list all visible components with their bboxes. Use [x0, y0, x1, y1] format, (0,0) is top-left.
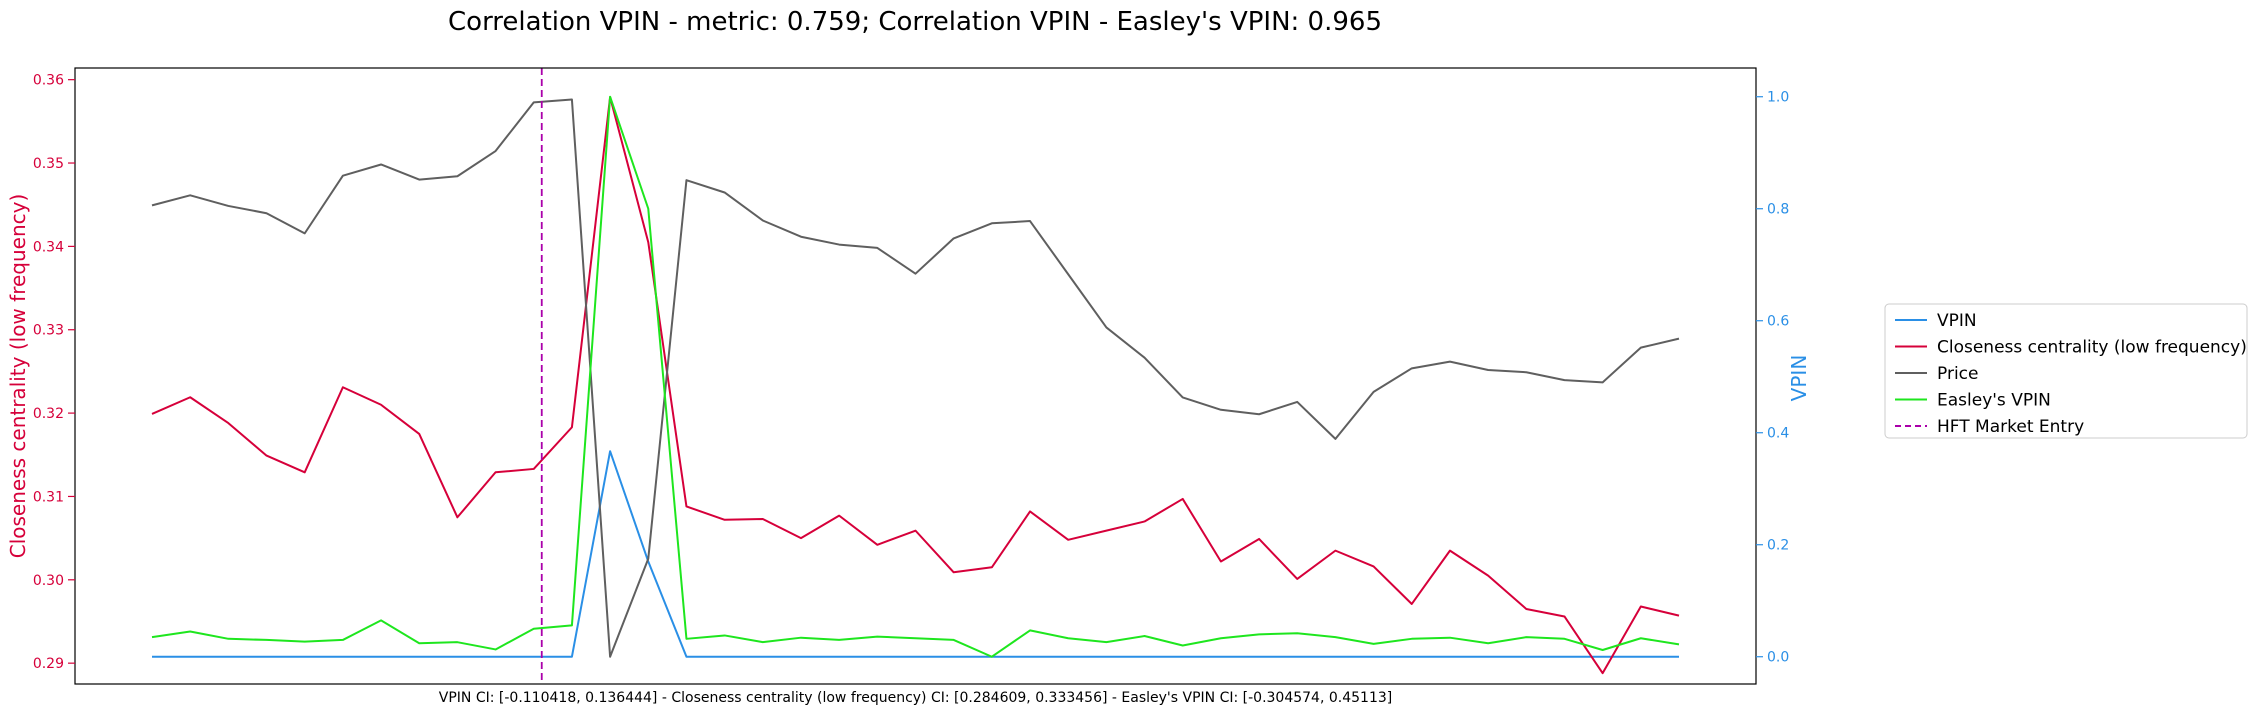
left-y-axis: 0.29 0.30 0.31 0.32 0.33 0.34 0.35 0.36: [33, 73, 75, 672]
left-tick-label: 0.34: [33, 239, 64, 255]
right-axis-label: VPIN: [1787, 355, 1811, 402]
right-tick-label: 0.0: [1767, 650, 1789, 666]
chart-title: Correlation VPIN - metric: 0.759; Correl…: [448, 7, 1382, 37]
legend-box: [1884, 303, 2248, 439]
x-axis-label: VPIN CI: [-0.110418, 0.136444] - Closene…: [439, 690, 1392, 706]
right-tick-label: 0.8: [1767, 202, 1789, 218]
left-tick-label: 0.31: [33, 489, 64, 505]
legend-label: HFT Market Entry: [1937, 417, 2084, 437]
left-tick-label: 0.33: [33, 323, 64, 339]
series-line-vpin: [152, 450, 1679, 658]
left-axis-label: Closeness centrality (low frequency): [6, 194, 30, 559]
left-tick-label: 0.30: [33, 573, 64, 589]
right-tick-label: 0.6: [1767, 314, 1789, 330]
legend-label: Closeness centrality (low frequency): [1937, 338, 2247, 358]
right-tick-label: 1.0: [1767, 90, 1789, 106]
series-line-easley-s-vpin: [151, 95, 1680, 658]
plot-frame: [74, 67, 1757, 685]
series-line-price: [151, 98, 1680, 658]
right-tick-label: 0.2: [1767, 538, 1789, 554]
series-line-closeness-centrality-low-frequency: [151, 96, 1680, 675]
left-tick-label: 0.36: [33, 73, 64, 89]
left-tick-label: 0.32: [33, 406, 64, 422]
legend-label: VPIN: [1937, 311, 1977, 331]
legend-label: Easley's VPIN: [1937, 391, 2051, 411]
left-tick-label: 0.35: [33, 156, 64, 172]
right-y-axis: 0.0 0.2 0.4 0.6 0.8 1.0: [1756, 90, 1789, 666]
right-tick-label: 0.4: [1767, 426, 1789, 442]
legend-label: Price: [1937, 364, 1978, 384]
left-tick-label: 0.29: [33, 656, 64, 672]
plot-area: [151, 68, 1680, 684]
legend: VPIN Closeness centrality (low frequency)…: [1884, 303, 2248, 439]
